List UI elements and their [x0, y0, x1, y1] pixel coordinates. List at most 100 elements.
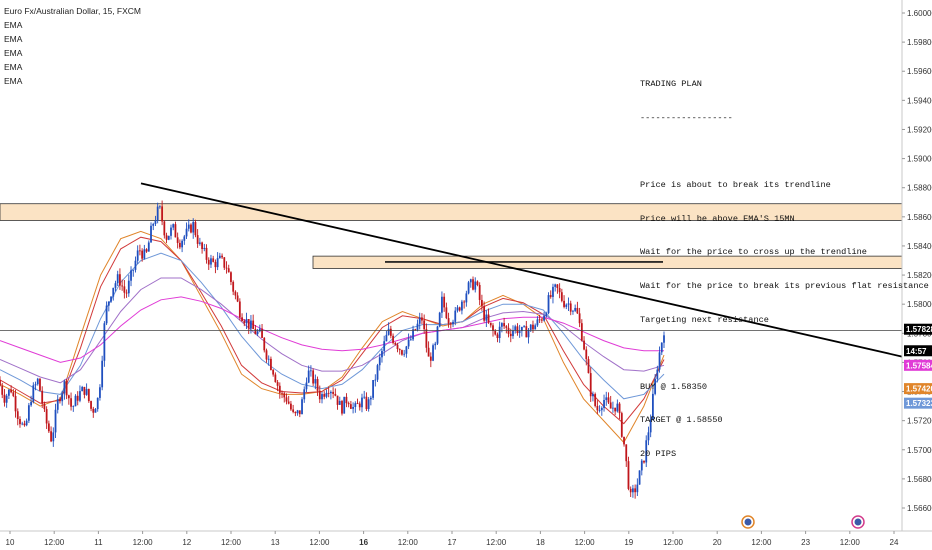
- candle-body: [378, 357, 381, 366]
- candle-body: [567, 303, 570, 305]
- ema1-tag: 1.57420: [904, 383, 932, 395]
- candle-body: [223, 257, 226, 268]
- candle-body: [649, 419, 652, 433]
- candle-body: [256, 331, 259, 335]
- candle-body: [616, 403, 619, 412]
- candle-body: [361, 397, 363, 408]
- candle-body: [278, 385, 281, 393]
- candle-body: [327, 392, 330, 394]
- candle-body: [432, 345, 434, 361]
- candle-body: [549, 295, 552, 297]
- candle-body: [516, 326, 519, 334]
- plan-line: [640, 147, 929, 158]
- candle-body: [50, 431, 52, 442]
- x-tick-label: 11: [94, 538, 103, 547]
- x-tick-label: 12:00: [575, 538, 596, 547]
- candle-body: [592, 393, 594, 397]
- candle-body: [83, 386, 86, 395]
- ema-indicator-label[interactable]: EMA: [4, 34, 23, 44]
- ema-indicator-label[interactable]: EMA: [4, 62, 23, 72]
- candle-body: [454, 310, 457, 322]
- candle-body: [52, 432, 55, 442]
- candle-body: [150, 225, 152, 243]
- candle-body: [63, 381, 66, 394]
- candle-body: [192, 222, 195, 233]
- candle-body: [627, 461, 630, 489]
- candle-body: [154, 220, 157, 224]
- candle-body: [527, 329, 530, 338]
- candle-body: [374, 379, 377, 381]
- x-tick-label: 12: [182, 538, 191, 547]
- candle-body: [119, 274, 121, 286]
- candle-body: [134, 260, 137, 270]
- candle-body: [76, 395, 79, 401]
- candle-body: [181, 240, 184, 248]
- candle-body: [10, 389, 13, 393]
- candle-body: [407, 339, 410, 347]
- candle-body: [421, 317, 423, 321]
- candle-body: [401, 350, 403, 355]
- chart-legend: Euro Fx/Australian Dollar, 15, FXCM EMA …: [4, 4, 141, 88]
- candle-body: [254, 329, 257, 335]
- ema3-tag-label: 1.57323: [906, 399, 932, 408]
- candle-body: [190, 224, 192, 233]
- candle-body: [412, 329, 414, 340]
- candle-body: [114, 283, 117, 288]
- candle-body: [72, 406, 75, 408]
- ema3-line: [0, 252, 665, 400]
- trendline[interactable]: [140, 182, 903, 358]
- candle-body: [316, 379, 319, 391]
- x-tick-label: 12:00: [751, 538, 772, 547]
- candle-body: [438, 312, 441, 327]
- candle-body: [629, 488, 632, 493]
- y-tick-label: 1.56600: [907, 504, 932, 513]
- candle-body: [338, 401, 341, 405]
- candle-body: [365, 396, 368, 410]
- candle-body: [487, 314, 490, 323]
- candle-body: [458, 307, 461, 311]
- candle-body: [334, 393, 337, 396]
- candle-body: [376, 365, 379, 380]
- economic-event-icon[interactable]: [851, 515, 865, 529]
- candle-body: [252, 320, 255, 330]
- candle-body: [651, 393, 654, 420]
- plan-line: Price will be above EMA'S 15MN: [640, 213, 795, 224]
- candle-body: [367, 399, 370, 410]
- candle-body: [525, 326, 528, 338]
- candle-body: [605, 397, 608, 401]
- candle-body: [310, 370, 312, 372]
- ema-indicator-label[interactable]: EMA: [4, 76, 23, 86]
- candle-body: [156, 206, 159, 221]
- candle-body: [636, 484, 639, 493]
- candle-body: [472, 279, 474, 290]
- candle-body: [263, 337, 266, 351]
- candle-body: [534, 325, 537, 330]
- candle-body: [492, 325, 494, 331]
- candle-body: [576, 307, 579, 314]
- candle-body: [274, 374, 277, 383]
- candle-body: [638, 470, 641, 485]
- trading-plan-note[interactable]: TRADING PLAN ------------------ Price is…: [640, 57, 929, 471]
- x-tick-label: 12:00: [663, 538, 684, 547]
- candle-body: [294, 411, 297, 414]
- candle-body: [81, 386, 84, 392]
- economic-event-icon[interactable]: [741, 515, 755, 529]
- last-price-tag-label: 1.57828: [906, 325, 932, 334]
- candle-body: [267, 358, 270, 360]
- candle-body: [307, 370, 310, 383]
- candle-body: [556, 284, 559, 288]
- candle-body: [23, 423, 26, 426]
- x-tick-label: 12:00: [840, 538, 861, 547]
- candle-body: [363, 396, 366, 398]
- candle-body: [127, 280, 130, 294]
- candle-body: [389, 328, 392, 336]
- candle-body: [285, 397, 288, 402]
- candle-body: [345, 396, 348, 404]
- ema-indicator-label[interactable]: EMA: [4, 48, 23, 58]
- candle-body: [281, 392, 283, 394]
- candle-body: [54, 409, 57, 433]
- candle-body: [343, 396, 346, 414]
- ema-indicator-label[interactable]: EMA: [4, 20, 23, 30]
- candle-body: [210, 258, 212, 265]
